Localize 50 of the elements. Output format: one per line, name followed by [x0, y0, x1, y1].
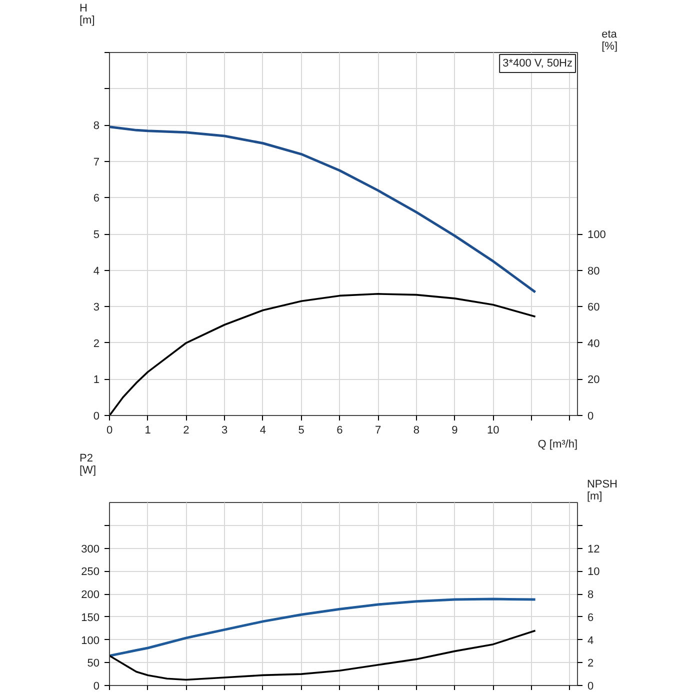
y2-axis-title: NPSH [m] [586, 478, 618, 502]
y-tick-label: 6 [93, 192, 100, 205]
y2-tick-label: 2 [588, 658, 594, 670]
y2-tick-label: 6 [588, 612, 594, 624]
y-tick-label: 0 [93, 410, 100, 422]
line-series [110, 292, 536, 416]
y2-tick-label: 60 [588, 302, 600, 314]
y-tick-label: 250 [81, 566, 100, 578]
y2-tick-label: 8 [588, 589, 594, 601]
y-tick-label: 200 [81, 589, 100, 601]
y2-tick-label: 100 [588, 229, 606, 241]
y-tick-label: 150 [81, 612, 100, 624]
y-tick-label: 2 [93, 338, 100, 350]
y-tick-label: 300 [81, 543, 100, 556]
x-tick-label: 8 [413, 424, 420, 436]
x-tick-label: 0 [106, 424, 113, 436]
y2-tick-label: 40 [588, 338, 600, 350]
y-tick-label: 100 [81, 634, 100, 647]
x-tick-label: 2 [183, 424, 190, 436]
y-tick-label: 5 [93, 229, 100, 241]
y-tick-label: 0 [93, 680, 100, 692]
x-tick-label: 9 [452, 424, 458, 436]
x-tick-label: 10 [486, 424, 500, 436]
y-tick-label: 50 [87, 658, 100, 670]
y-axis-title: P2 [W] [80, 452, 96, 476]
y2-axis-title: eta [%] [602, 28, 618, 52]
y2-tick-label: 0 [588, 680, 594, 692]
line-series [110, 598, 537, 658]
x-tick-label: 6 [336, 424, 343, 436]
x-tick-label: 7 [374, 424, 382, 436]
y-tick-label: 1 [93, 374, 100, 386]
x-tick-label: 5 [298, 424, 304, 436]
y-axis-title: H [m] [80, 2, 95, 26]
line-series [110, 630, 536, 681]
y2-tick-label: 4 [588, 634, 594, 647]
x-tick-label: 1 [144, 424, 151, 436]
x-axis-title: Q [m³/h] [538, 438, 578, 450]
y2-tick-label: 20 [588, 374, 600, 386]
y-tick-label: 7 [93, 156, 100, 168]
y2-tick-label: 80 [588, 265, 600, 278]
x-tick-label: 3 [222, 424, 228, 436]
y-tick-label: 8 [93, 120, 100, 132]
line-series [110, 126, 537, 294]
y2-tick-label: 0 [588, 410, 594, 422]
y2-tick-label: 12 [588, 543, 600, 556]
y-tick-label: 4 [93, 265, 100, 278]
annotation: 3*400 V, 50Hz [502, 58, 573, 70]
y2-tick-label: 10 [588, 566, 600, 578]
y-tick-label: 3 [93, 302, 100, 314]
x-tick-label: 4 [260, 424, 266, 436]
